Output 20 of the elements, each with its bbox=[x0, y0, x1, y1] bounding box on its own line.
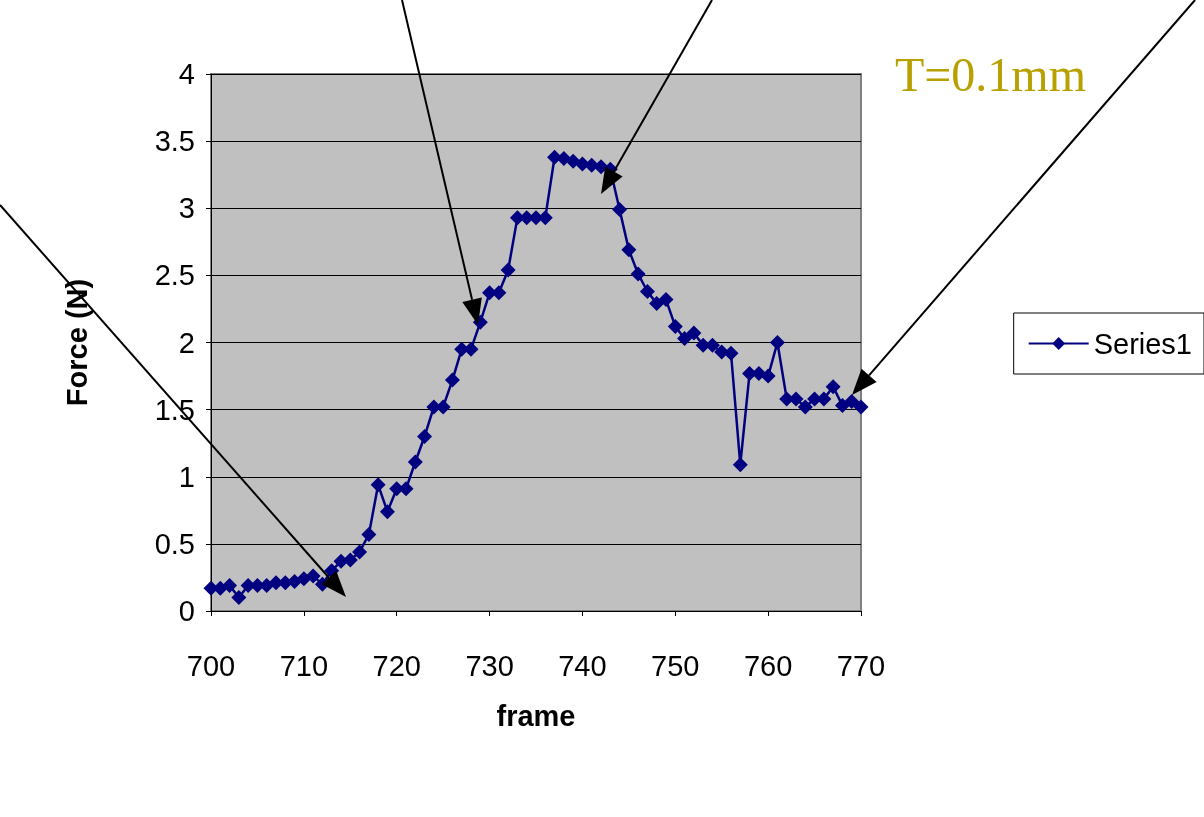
y-tick-label: 1 bbox=[178, 460, 195, 493]
x-tick-label: 720 bbox=[372, 649, 421, 682]
text: T=0.1mm bbox=[894, 47, 1086, 101]
x-tick-label: 770 bbox=[836, 649, 886, 682]
x-tick-label: 760 bbox=[743, 649, 793, 682]
y-tick-label: 4 bbox=[178, 58, 195, 90]
x-tick-label: 710 bbox=[279, 649, 329, 682]
y-tick-label: 2 bbox=[178, 326, 195, 359]
y-tick-label: 2.5 bbox=[154, 259, 195, 292]
y-tick-label: 3 bbox=[178, 192, 195, 225]
y-axis-title: Force (N) bbox=[60, 278, 93, 407]
x-tick-label: 750 bbox=[651, 649, 700, 682]
x-tick-label: 730 bbox=[465, 649, 514, 682]
x-tick-label: 700 bbox=[186, 649, 236, 682]
y-tick-label: 3.5 bbox=[154, 125, 195, 158]
y-tick-label: 0 bbox=[178, 595, 195, 627]
legend-label: Series1 bbox=[1093, 327, 1192, 360]
y-tick-label: 0.5 bbox=[154, 527, 195, 560]
x-tick-label: 740 bbox=[558, 649, 607, 682]
x-axis-title: frame bbox=[496, 699, 576, 732]
